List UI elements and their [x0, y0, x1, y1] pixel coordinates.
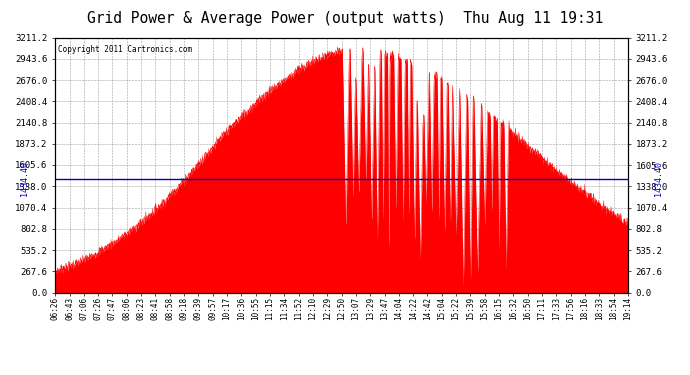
Text: Grid Power & Average Power (output watts)  Thu Aug 11 19:31: Grid Power & Average Power (output watts…: [87, 11, 603, 26]
Text: 1434.40: 1434.40: [21, 161, 30, 196]
Text: 1434.40: 1434.40: [653, 161, 662, 196]
Text: Copyright 2011 Cartronics.com: Copyright 2011 Cartronics.com: [58, 45, 193, 54]
